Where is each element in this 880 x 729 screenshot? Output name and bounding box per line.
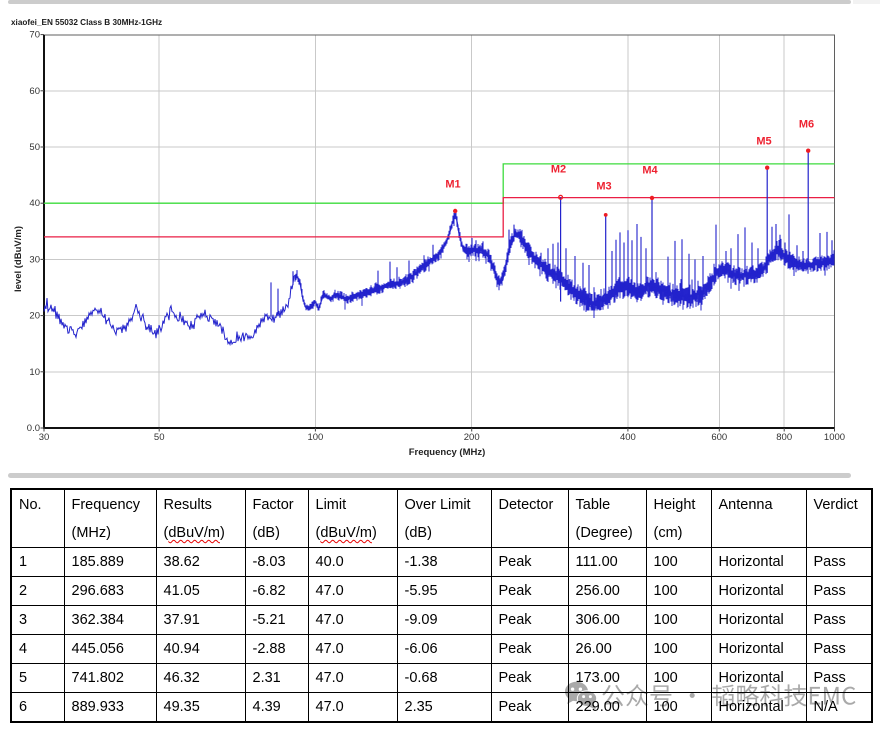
svg-text:Frequency (MHz): Frequency (MHz) (409, 447, 486, 458)
svg-text:1000: 1000 (824, 432, 845, 443)
svg-text:70: 70 (29, 30, 40, 41)
svg-text:200: 200 (464, 432, 480, 443)
svg-text:M4: M4 (642, 165, 658, 177)
svg-text:60: 60 (29, 86, 40, 97)
svg-text:10: 10 (29, 367, 40, 378)
svg-text:M1: M1 (445, 179, 460, 191)
svg-text:M3: M3 (596, 181, 611, 193)
svg-text:M6: M6 (799, 119, 814, 131)
svg-text:M2: M2 (551, 164, 566, 176)
svg-text:600: 600 (711, 432, 727, 443)
svg-text:20: 20 (29, 311, 40, 322)
svg-text:400: 400 (620, 432, 636, 443)
svg-text:100: 100 (307, 432, 323, 443)
svg-text:50: 50 (154, 432, 165, 443)
svg-text:30: 30 (29, 254, 40, 265)
svg-text:0.0: 0.0 (27, 423, 40, 434)
svg-text:50: 50 (29, 142, 40, 153)
svg-text:M5: M5 (756, 136, 771, 148)
svg-text:30: 30 (39, 432, 50, 443)
svg-text:800: 800 (776, 432, 792, 443)
svg-text:40: 40 (29, 198, 40, 209)
svg-text:level (dBuV/m): level (dBuV/m) (13, 226, 24, 292)
